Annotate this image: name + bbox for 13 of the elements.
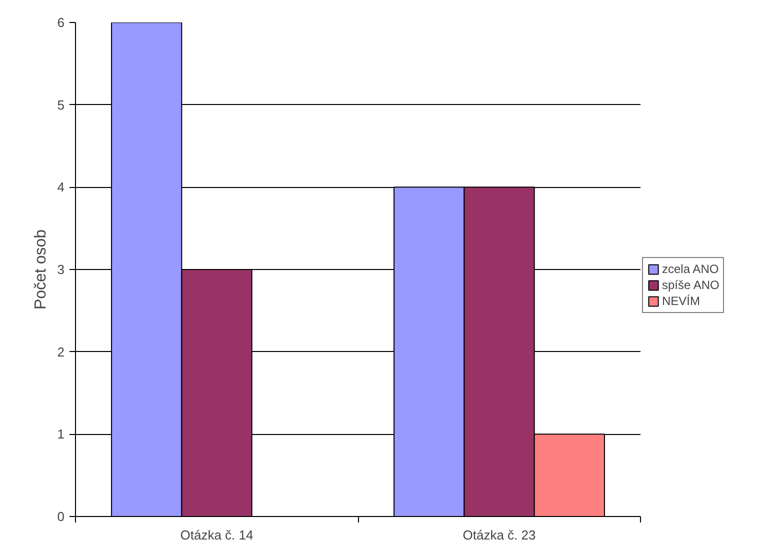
y-tick-label: 3 bbox=[57, 262, 65, 277]
y-tick-label: 6 bbox=[57, 15, 65, 30]
legend-label: zcela ANO bbox=[662, 262, 719, 276]
legend-label: spíše ANO bbox=[662, 278, 720, 292]
y-tick-label: 2 bbox=[57, 344, 65, 360]
y-tick-label: 5 bbox=[57, 97, 65, 112]
y-tick-label: 1 bbox=[57, 426, 65, 442]
y-tick-label: 0 bbox=[57, 509, 65, 524]
x-tick-label: Otázka č. 14 bbox=[180, 528, 254, 542]
y-axis-title: Počet osob bbox=[32, 229, 50, 310]
y-tick-label: 4 bbox=[57, 180, 65, 195]
x-tick-label: Otázka č. 23 bbox=[462, 528, 536, 542]
legend-label: NEVÍM bbox=[662, 294, 700, 308]
